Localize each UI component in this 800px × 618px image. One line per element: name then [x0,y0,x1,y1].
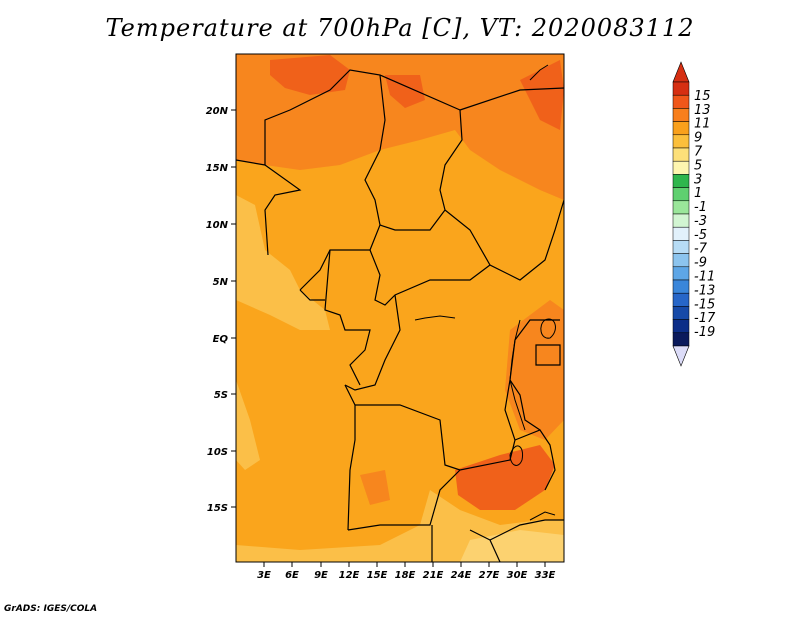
warm-zone-east [505,300,564,440]
colorbar-label: 11 [694,117,711,132]
lake-path [509,445,524,466]
colorbar-label: -3 [694,214,707,229]
border-path [444,199,565,281]
colorbar-label: 7 [694,144,703,159]
map-frame [235,53,565,563]
colorbar-label: 13 [694,103,711,118]
colorbar-swatch [672,174,690,188]
colorbar-swatch [672,306,690,320]
lake-path [540,318,556,339]
colorbar-label: -5 [694,228,707,243]
lat-tick-label: 20N [206,106,229,117]
border-path [469,519,564,541]
lat-tick-label: 5N [213,277,229,288]
hot-zone-south [455,445,555,510]
border-path [459,87,565,111]
hot-zone-north [270,55,350,95]
lon-tick-label: 30E [507,570,528,581]
colorbar-swatch [672,94,690,109]
colorbar-label: -11 [694,270,715,285]
lat-tick-label: 10N [206,220,229,231]
colorbar-label: -7 [694,242,708,257]
lon-tick-label: 27E [479,570,500,581]
lon-tick-label: 33E [535,570,556,581]
colorbar-label: 5 [694,158,702,173]
lat-tick-label: 5S [214,390,228,401]
colorbar-swatch [672,187,690,202]
lake-path [414,315,456,321]
colorbar-swatch [672,292,690,307]
colorbar-swatch [672,134,690,149]
credit-label: GrADS: IGES/COLA [4,604,98,614]
lon-tick-label: 21E [423,570,444,581]
colorbar-swatch [672,121,690,136]
hot-zone-northeast [520,60,564,130]
colorbar-swatch [672,147,690,162]
colorbar-swatch [672,319,690,334]
colorbar-swatch [672,279,690,294]
temperature-field [236,54,564,562]
border-path [369,249,491,306]
border-path [344,384,356,531]
border-path [264,164,302,256]
colorbar-swatch [672,240,690,254]
colorbar-swatch [672,81,690,96]
colorbar-label: 15 [694,89,711,104]
hot-zone-north2 [385,75,425,108]
border-path [347,469,461,531]
border-path [489,539,501,563]
lon-axis: 3E 6E 9E 12E 15E 18E 21E 24E 27E 30E 33E [257,562,556,581]
lake-path [529,511,556,521]
colorbar-label: -15 [694,297,715,312]
colorbar-label: 1 [694,186,702,201]
colorbar-label: -9 [694,256,707,271]
lake-path [509,319,526,431]
border-path [324,249,371,386]
warm-zone-angola [360,470,390,505]
colorbar-label: -1 [694,200,707,215]
border-path [299,289,325,301]
lakes [414,64,556,521]
map-title: Temperature at 700hPa [C], VT: 202008311… [105,14,695,42]
border-path [514,429,556,491]
cool-zone-ocean [236,380,260,470]
lon-tick-label: 18E [395,570,416,581]
colorbar-under-arrow [672,345,690,367]
lon-tick-label: 15E [367,570,388,581]
colorbar-swatch [672,266,690,281]
colorbar-label: 3 [694,172,702,187]
lon-tick-label: 3E [257,570,271,581]
colorbar-swatch [672,160,690,175]
colorbar-label: -17 [694,311,716,326]
lat-axis: 20N 15N 10N 5N EQ 5S 10S 15S [206,106,236,514]
colorbar-swatch [672,213,690,228]
lake-path [529,64,549,81]
colorbar-swatch [672,200,690,215]
lat-tick-label: 15N [206,163,229,174]
lon-tick-label: 12E [339,570,360,581]
border-path [344,294,401,391]
border-path [535,344,561,366]
lon-tick-label: 6E [285,570,299,581]
colorbar-swatch [672,226,690,241]
colorbar-label: -19 [694,325,715,340]
colorbar-label: -13 [694,283,715,298]
colorbar-label: 9 [694,131,702,146]
colorbar-swatch [672,332,690,347]
lon-tick-label: 9E [314,570,328,581]
colorbar-swatch [672,108,690,122]
lat-tick-label: 15S [207,503,228,514]
border-path [509,379,541,431]
border-path [379,74,463,231]
border-path [235,69,386,291]
colorbar-over-arrow [672,61,690,83]
lat-tick-label: EQ [213,334,229,345]
colorbar-swatch [672,253,690,268]
lon-tick-label: 24E [451,570,472,581]
lat-tick-label: 10S [207,447,228,458]
